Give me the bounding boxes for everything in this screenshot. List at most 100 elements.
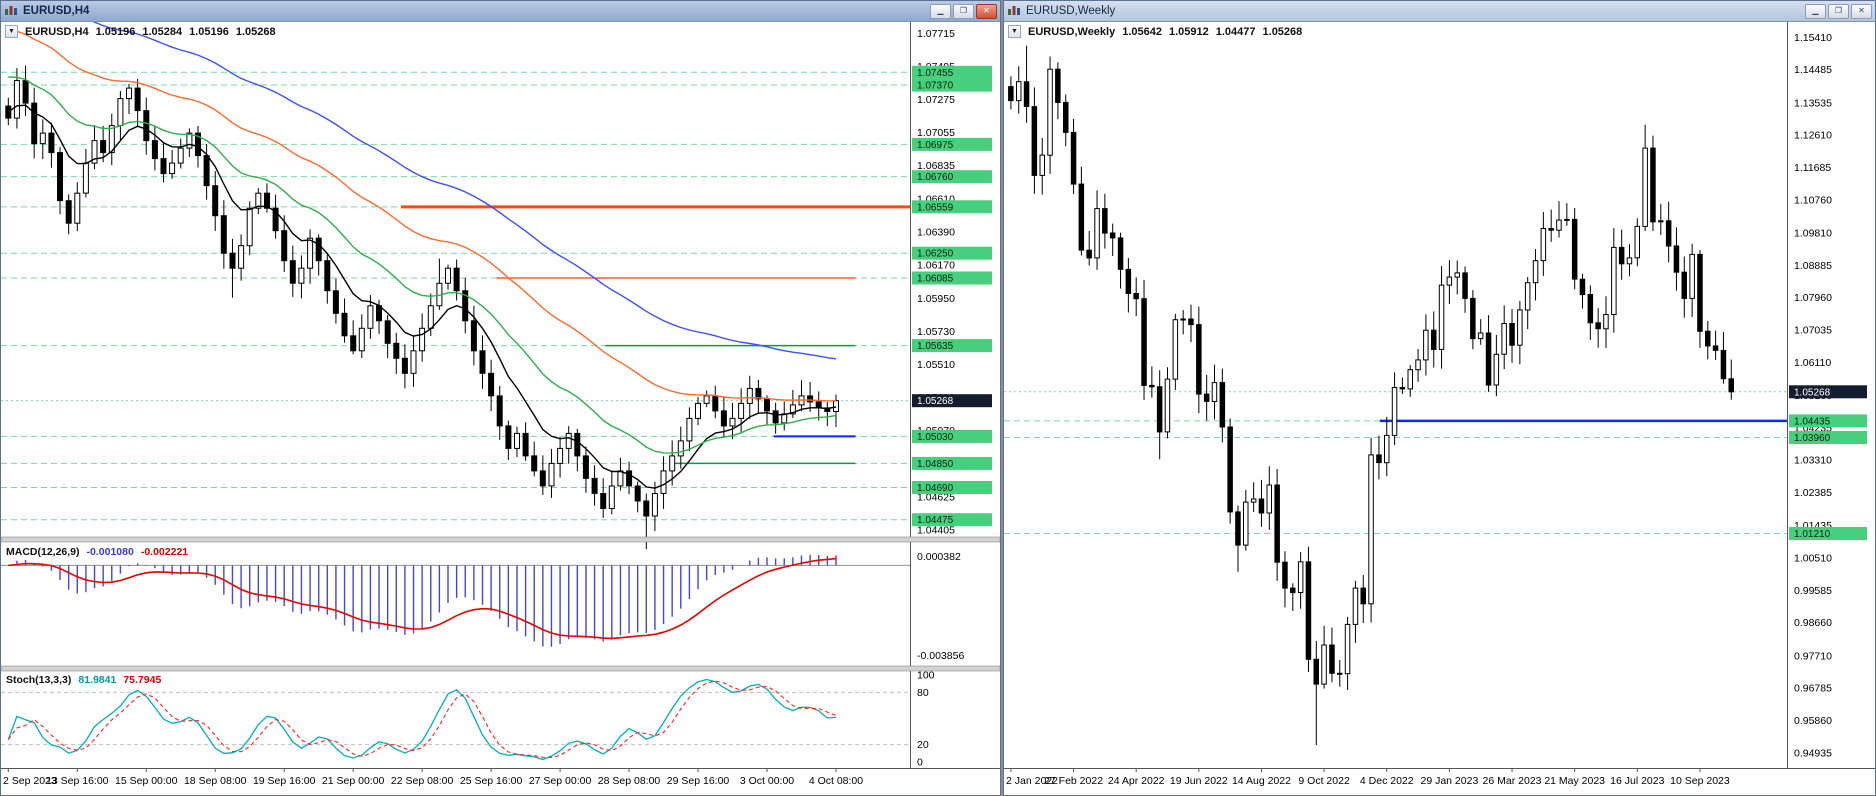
svg-text:13 Sep 16:00: 13 Sep 16:00 — [46, 775, 109, 787]
svg-text:1.04475: 1.04475 — [917, 515, 954, 526]
svg-text:1.04435: 1.04435 — [1794, 416, 1831, 427]
restore-button[interactable]: ❐ — [1828, 3, 1849, 19]
chart-window-h4[interactable]: EURUSD,H4 ▁ ❐ ✕ 1.077151.074951.072751.0… — [0, 0, 1001, 796]
svg-text:1.05730: 1.05730 — [917, 326, 955, 338]
close-button[interactable]: ✕ — [976, 3, 997, 19]
svg-text:1.00510: 1.00510 — [1794, 553, 1832, 565]
price-level-badge — [1789, 527, 1867, 540]
svg-text:1.01210: 1.01210 — [1794, 529, 1831, 540]
svg-text:1.06559: 1.06559 — [917, 202, 954, 213]
svg-text:1.05030: 1.05030 — [917, 432, 954, 443]
svg-text:0: 0 — [917, 757, 923, 769]
svg-text:1.04690: 1.04690 — [917, 483, 954, 494]
svg-text:1.05268: 1.05268 — [917, 396, 954, 407]
svg-text:1.04850: 1.04850 — [917, 459, 954, 470]
svg-text:1.07035: 1.07035 — [1794, 325, 1832, 337]
svg-text:80: 80 — [917, 687, 929, 699]
svg-text:1.13535: 1.13535 — [1794, 97, 1832, 109]
svg-text:1.06390: 1.06390 — [917, 227, 955, 239]
svg-text:2 Sep 2023: 2 Sep 2023 — [3, 775, 57, 787]
svg-text:1.06170: 1.06170 — [917, 260, 955, 272]
svg-text:4 Oct 08:00: 4 Oct 08:00 — [809, 775, 863, 787]
svg-text:29 Sep 16:00: 29 Sep 16:00 — [667, 775, 730, 787]
svg-text:27 Sep 00:00: 27 Sep 00:00 — [529, 775, 592, 787]
symbol-dropdown-icon[interactable]: ▼ — [5, 25, 18, 38]
svg-text:20: 20 — [917, 739, 929, 751]
close-button[interactable]: ✕ — [1851, 3, 1872, 19]
svg-text:18 Sep 08:00: 18 Sep 08:00 — [184, 775, 247, 787]
svg-text:1.08885: 1.08885 — [1794, 260, 1832, 272]
svg-text:1.05268: 1.05268 — [1794, 387, 1831, 398]
svg-text:0.98660: 0.98660 — [1794, 617, 1832, 629]
price-level-badge — [912, 137, 992, 151]
price-level-badge — [912, 200, 992, 214]
svg-text:1.11685: 1.11685 — [1794, 162, 1831, 174]
svg-text:9 Oct 2022: 9 Oct 2022 — [1298, 775, 1350, 787]
svg-text:1.10760: 1.10760 — [1794, 194, 1832, 206]
h4-candles — [5, 65, 839, 550]
svg-text:21 May 2023: 21 May 2023 — [1544, 775, 1605, 787]
svg-text:15 Sep 00:00: 15 Sep 00:00 — [115, 775, 178, 787]
svg-text:1.07960: 1.07960 — [1794, 292, 1832, 304]
weekly-candles — [1008, 45, 1734, 746]
price-level-badge — [912, 78, 992, 92]
svg-text:1.07055: 1.07055 — [917, 127, 955, 139]
chart-window-icon — [4, 5, 18, 17]
window-title: EURUSD,H4 — [23, 5, 90, 17]
svg-text:14 Aug 2022: 14 Aug 2022 — [1232, 775, 1291, 787]
minimize-button[interactable]: ▁ — [930, 3, 951, 19]
price-level-badge — [912, 513, 992, 527]
svg-text:29 Jan 2023: 29 Jan 2023 — [1420, 775, 1478, 787]
minimize-button[interactable]: ▁ — [1805, 3, 1826, 19]
svg-text:2 Jan 2022: 2 Jan 2022 — [1006, 775, 1058, 787]
restore-button[interactable]: ❐ — [953, 3, 974, 19]
svg-text:1.06110: 1.06110 — [1794, 357, 1831, 369]
svg-text:100: 100 — [917, 670, 935, 682]
chart-area-h4[interactable]: 1.077151.074951.072751.070551.068351.066… — [1, 22, 1000, 795]
price-level-badge — [1789, 414, 1867, 428]
svg-text:21 Sep 00:00: 21 Sep 00:00 — [322, 775, 385, 787]
svg-text:1.07370: 1.07370 — [917, 81, 954, 92]
symbol-dropdown-icon[interactable]: ▼ — [1008, 25, 1021, 38]
panel-separator[interactable] — [1, 665, 1000, 672]
svg-text:25 Sep 16:00: 25 Sep 16:00 — [460, 775, 523, 787]
h4-chart-layer: 1.077151.074951.072751.070551.068351.066… — [1, 22, 1000, 787]
chart-area-weekly[interactable]: 1.15410 1.14485 1.13535 1.12610 1.11685 1.107… — [1004, 22, 1875, 795]
svg-text:4 Dec 2022: 4 Dec 2022 — [1360, 775, 1414, 787]
svg-text:1.05950: 1.05950 — [917, 293, 955, 305]
price-level-badge — [912, 456, 992, 470]
panel-separator[interactable] — [1, 536, 1000, 543]
svg-text:1.06085: 1.06085 — [917, 273, 954, 284]
titlebar-h4[interactable]: EURUSD,H4 ▁ ❐ ✕ — [1, 1, 1000, 22]
price-level-badge — [912, 429, 992, 443]
svg-text:0.96785: 0.96785 — [1794, 683, 1832, 695]
svg-text:1.04625: 1.04625 — [917, 492, 955, 504]
price-level-badge — [912, 65, 992, 79]
svg-text:16 Jul 2023: 16 Jul 2023 — [1610, 775, 1664, 787]
svg-text:1.05510: 1.05510 — [917, 359, 955, 371]
svg-text:1.07715: 1.07715 — [917, 28, 955, 40]
svg-text:1.06250: 1.06250 — [917, 249, 954, 260]
svg-text:1.06975: 1.06975 — [917, 140, 954, 151]
price-level-badge — [912, 481, 992, 494]
svg-text:1.03310: 1.03310 — [1794, 455, 1832, 467]
svg-text:26 Mar 2023: 26 Mar 2023 — [1483, 775, 1542, 787]
price-level-badge — [912, 339, 992, 353]
svg-text:10 Sep 2023: 10 Sep 2023 — [1670, 775, 1730, 787]
svg-text:28 Sep 08:00: 28 Sep 08:00 — [598, 775, 661, 787]
svg-text:1.03960: 1.03960 — [1794, 433, 1831, 444]
h4-candlestick-chart[interactable]: 1.077151.074951.072751.070551.068351.066… — [1, 22, 1000, 795]
weekly-candlestick-chart[interactable]: 1.15410 1.14485 1.13535 1.12610 1.11685 1.107… — [1004, 22, 1875, 795]
price-level-badge — [912, 246, 992, 260]
svg-text:0.97710: 0.97710 — [1794, 650, 1832, 662]
titlebar-weekly[interactable]: EURUSD,Weekly ▁ ❐ ✕ — [1004, 1, 1875, 22]
svg-text:1.14485: 1.14485 — [1794, 64, 1832, 76]
svg-text:-0.003856: -0.003856 — [917, 650, 964, 662]
svg-text:3 Oct 00:00: 3 Oct 00:00 — [740, 775, 794, 787]
price-level-badge — [1789, 431, 1867, 444]
svg-text:19 Sep 16:00: 19 Sep 16:00 — [253, 775, 316, 787]
chart-window-weekly[interactable]: EURUSD,Weekly ▁ ❐ ✕ 1.15410 1.14485 1.1353… — [1003, 0, 1876, 796]
svg-text:22 Sep 08:00: 22 Sep 08:00 — [391, 775, 454, 787]
svg-text:1.07455: 1.07455 — [917, 68, 954, 79]
price-level-badge — [912, 170, 992, 184]
